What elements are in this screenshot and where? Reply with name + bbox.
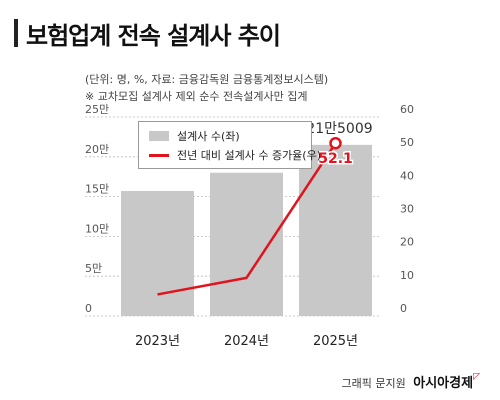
credit: 그래픽 문지원 아시아경제◸	[342, 372, 480, 391]
x-tick-label: 2023년	[135, 334, 180, 349]
y-right-tick-label: 0	[400, 302, 407, 315]
bar	[121, 191, 194, 316]
legend-swatch-bar	[149, 131, 169, 141]
legend-swatch-line	[149, 153, 169, 157]
y-right-tick-label: 60	[400, 103, 414, 116]
line-series	[157, 142, 337, 296]
chart-subtitle-source: (단위: 명, %, 자료: 금융감독원 금융통계정보시스템)	[85, 73, 329, 86]
y-left-tick-label: 20만	[85, 143, 109, 156]
chart-title: 보험업계 전속 설계사 추이	[26, 22, 281, 50]
line-marker	[329, 136, 342, 150]
legend-item-bar: 설계사 수(좌)	[149, 128, 240, 144]
brand-mark-icon: ◸	[473, 372, 480, 382]
y-right-tick-label: 20	[400, 236, 414, 249]
legend-item-line: 전년 대비 설계사 수 증가율(우)	[149, 147, 321, 163]
title-accent-bar	[14, 19, 18, 47]
y-left-tick-label: 10만	[85, 222, 109, 235]
y-right-tick-label: 10	[400, 269, 414, 282]
credit-designer: 그래픽 문지원	[341, 377, 406, 390]
legend-label-bar: 설계사 수(좌)	[177, 130, 240, 143]
credit-brand: 아시아경제	[413, 376, 474, 391]
chart-subtitle-note: ※ 교차모집 설계사 제외 순수 전속설계사만 집계	[85, 90, 308, 103]
y-left-tick-label: 15만	[85, 183, 109, 196]
y-left-tick-label: 25만	[85, 103, 109, 116]
y-right-tick-label: 40	[400, 169, 414, 182]
bar	[299, 144, 372, 316]
y-right-tick-label: 50	[400, 136, 414, 149]
legend-label-line: 전년 대비 설계사 수 증가율(우)	[177, 149, 322, 162]
y-left-tick-label: 5만	[85, 262, 102, 275]
line-data-label: 52.1	[318, 151, 353, 167]
y-right-tick-label: 30	[400, 203, 414, 216]
x-tick-label: 2025년	[313, 334, 358, 349]
y-left-tick-label: 0	[85, 302, 92, 315]
bar	[210, 172, 283, 316]
bar-data-label: 21만5009	[306, 121, 372, 137]
chart-legend: 설계사 수(좌) 전년 대비 설계사 수 증가율(우)	[138, 121, 321, 169]
x-tick-label: 2024년	[224, 334, 269, 349]
